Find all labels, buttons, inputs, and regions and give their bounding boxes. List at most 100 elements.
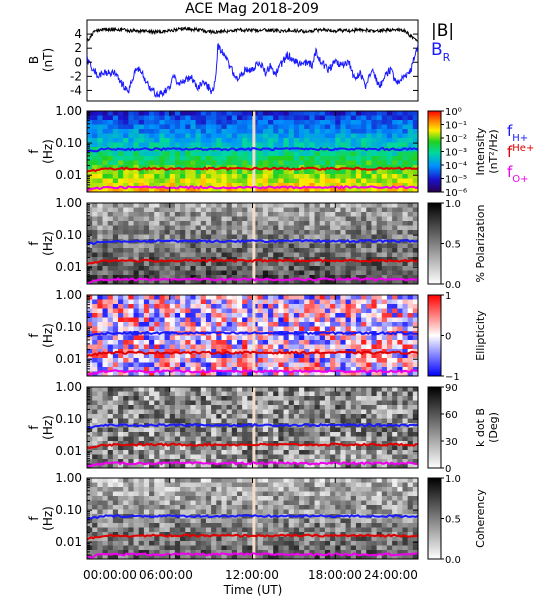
colorbar-title: k dot B [474,408,487,447]
colorbar-title: Ellipticity [474,310,487,361]
panel-ellipticity: 1.00 0.10 0.01 f (Hz) 1 0 −1 Ellipticity [27,288,487,383]
colorbar-tick-label: 0 [445,464,451,475]
panel1-y-tick-label: 4 [74,27,82,41]
legend-b-magnitude: |B| [431,21,454,41]
panel-kdotb-line-1 [86,442,419,450]
panel-kdotb-cells [87,387,419,469]
legend-0: fH+ [507,122,528,144]
x-tick-label-0: 00:00:00 [83,568,137,582]
freq-tick-label: 1.00 [55,380,82,394]
b-magnitude-line [87,26,418,43]
freq-tick-label: 0.10 [55,136,82,150]
frequency-line-legend: fH+fHe+ fO+ [507,122,534,185]
panel1-y-ticks: 420-2-4 [70,27,418,97]
panel1-ylabel: B [27,56,41,64]
colorbar-tick-label: 0.0 [445,555,461,566]
spectrogram-panels: 1.000.100.01f (Hz)10⁰10⁻¹10⁻²10⁻³10⁻⁴10⁻⁵… [27,104,534,566]
panel1-yunit: (nT) [41,48,55,72]
freq-tick-label: 0.01 [55,444,82,458]
freq-axis-label: f [27,425,41,430]
freq-tick-label: 0.01 [55,260,82,274]
magnetic-field-panel: 420-2-4 B (nT) |B| BR [27,19,454,102]
panel1-y-tick-label: -2 [70,69,82,83]
colorbar-tick-label: 60 [445,410,458,421]
colorbar-tick-label: 0 [445,332,451,343]
colorbar-title: Coherency [474,489,487,548]
freq-axis-label: f [27,333,41,338]
x-tick-label-4: 24:00:00 [364,568,418,582]
freq-tick-label: 1.00 [55,471,82,485]
data-gap-stripe [252,295,256,376]
colorbar-unit: (nT²/Hz) [487,129,500,173]
colorbar-tick-label: 10⁻⁶ [445,188,467,199]
panel-polarization: 1.00 0.10 0.01 f (Hz) 1.0 0.5 0.0 % Polarization [27,196,487,291]
freq-tick-label: 1.00 [55,104,82,118]
panel-polarization-line-2 [86,277,419,285]
panel-intensity: 1.00 0.10 0.01 f (Hz) 10⁰ 10⁻¹ 10⁻² 10⁻³ 10⁻⁴ 10⁻⁵… [27,104,500,199]
panel-coherency-line-2 [86,552,419,559]
panel-intensity-line-1 [86,166,419,173]
panel-polarization-line-0 [87,238,419,246]
freq-tick-label: 0.10 [55,503,82,517]
colorbar-tick-label: 10⁰ [445,107,462,118]
colorbar-tick-label: 10⁻⁴ [445,161,467,172]
panel-kdotb-line-0 [86,422,419,430]
panel-polarization-line-1 [86,258,419,266]
freq-axis-unit: (Hz) [41,139,55,164]
b-r-line [87,43,418,98]
colorbar-intensity [427,110,442,193]
colorbar-tick-label: 10⁻² [445,134,467,145]
colorbar-title: % Polarization [474,205,487,283]
freq-tick-label: 0.10 [55,320,82,334]
colorbar-tick-label: 10⁻¹ [445,121,467,132]
freq-tick-label: 0.10 [55,228,82,242]
freq-tick-label: 0.01 [55,535,82,549]
panel-coherency: 1.00 0.10 0.01 f (Hz) 1.0 0.5 0.0 Coherency [27,471,487,566]
panel1-y-tick-label: -4 [70,83,82,97]
colorbar-tick-label: 30 [445,437,458,448]
colorbar-title: Intensity [474,127,487,175]
panel-ellipticity-cells [87,295,419,377]
colorbar-unit: (Deg) [487,412,500,443]
legend-2: fO+ [507,163,529,185]
panel-ellipticity-line-1 [86,350,419,358]
x-axis-label: Time (UT) [223,583,283,597]
panel1-frame [86,19,419,102]
colorbar-tick-label: 0.5 [445,240,461,251]
data-gap-stripe [252,478,256,559]
freq-axis-unit: (Hz) [41,231,55,256]
panel-ellipticity-line-0 [86,330,419,338]
freq-axis-label: f [27,516,41,521]
colorbar-tick-label: 0.0 [445,280,461,291]
panel-coherency-line-1 [86,533,419,541]
freq-tick-label: 0.01 [55,168,82,182]
colorbar-coherency [427,477,442,560]
colorbar-tick-label: 10⁻³ [445,148,467,159]
legend-1: fHe+ [507,143,534,161]
panel-coherency-line-0 [86,514,419,521]
panel1-y-tick-label: 0 [74,55,82,69]
x-tick-label-1: 06:00:00 [139,568,193,582]
x-tick-label-3: 18:00:00 [308,568,362,582]
colorbar-tick-label: 1 [445,291,451,302]
colorbar-tick-label: 10⁻⁵ [445,175,467,186]
freq-axis-unit: (Hz) [41,506,55,531]
freq-tick-label: 1.00 [55,288,82,302]
x-tick-label-2: 12:00:00 [225,568,279,582]
colorbar-tick-label: −1 [445,372,460,383]
freq-axis-unit: (Hz) [41,415,55,440]
figure-title: ACE Mag 2018-209 [185,1,319,17]
legend-b-r: BR [431,40,451,64]
panel-polarization-cells [87,203,419,285]
freq-tick-label: 0.10 [55,412,82,426]
freq-axis-label: f [27,241,41,246]
freq-axis-unit: (Hz) [41,323,55,348]
colorbar-tick-label: 1.0 [445,474,461,485]
colorbar-ellipticity [427,294,442,377]
colorbar-polarization [427,202,442,285]
panel-kdotb: 1.00 0.10 0.01 f (Hz) 90 60 30 0 k dot B (Deg) [27,380,500,475]
colorbar-tick-label: 0.5 [445,515,461,526]
colorbar-tick-label: 90 [445,383,458,394]
panel-intensity-line-0 [86,146,419,153]
